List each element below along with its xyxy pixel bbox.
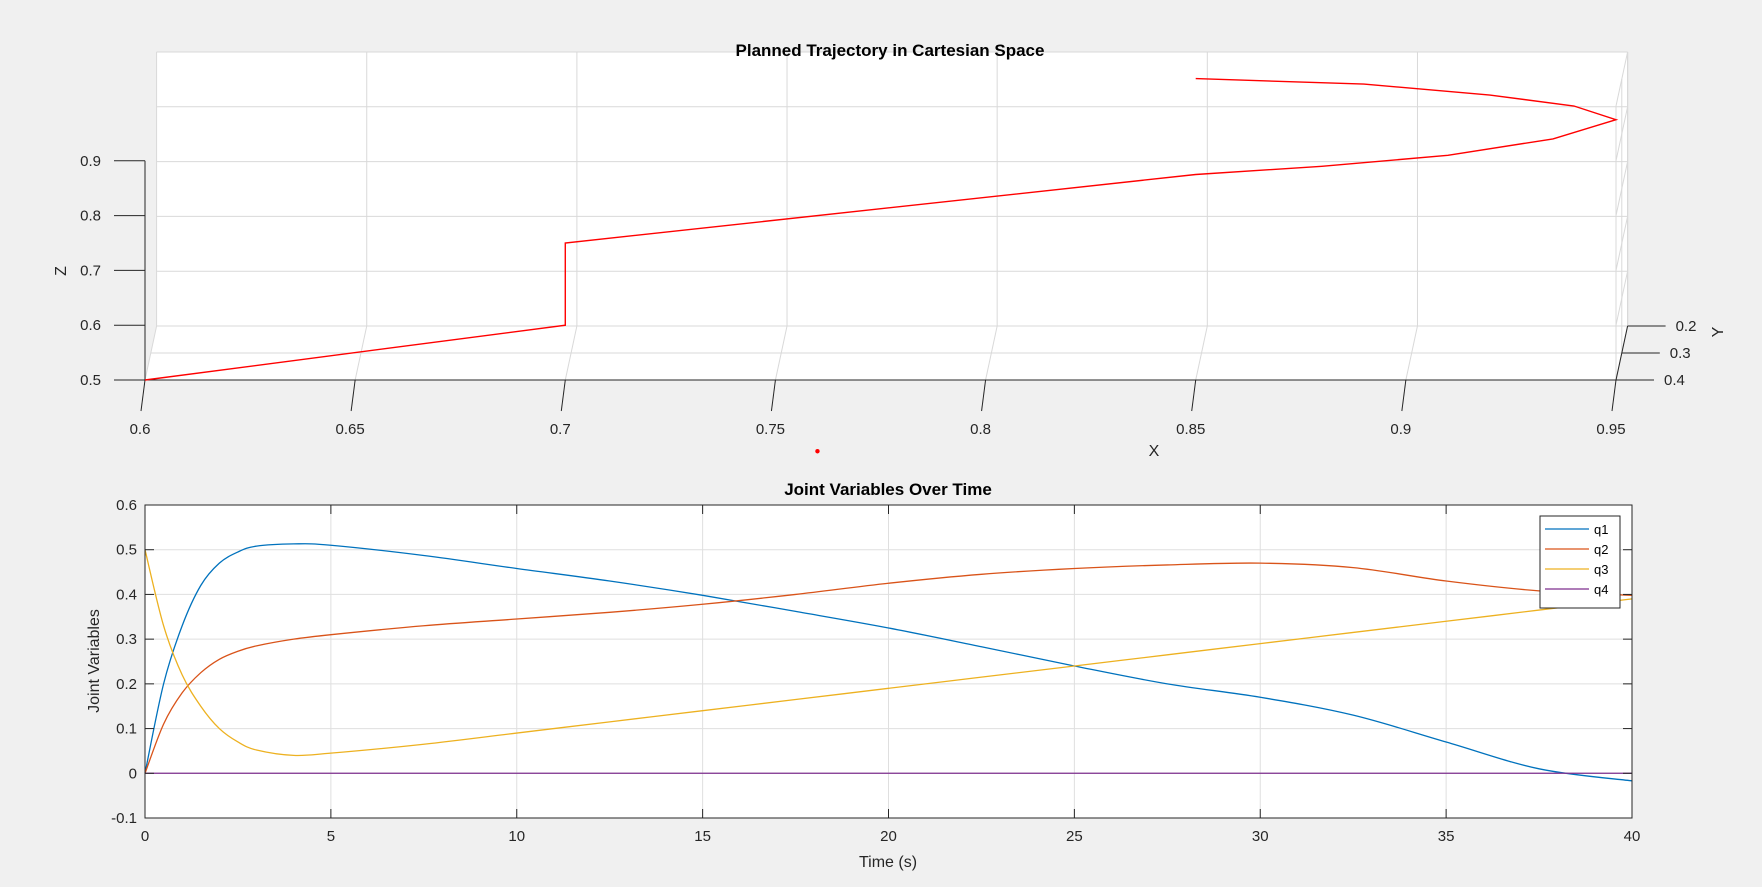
- z-tick-label: 0.7: [80, 262, 101, 279]
- trajectory-ticks: 0.6 0.65 0.7 0.75 0.8 0.85 0.9 0.95 0.5 0.6 0.7 0.8…: [80, 153, 1696, 438]
- x-tick-label: 35: [1438, 828, 1455, 845]
- y-tick-label: 0.2: [1676, 318, 1697, 335]
- x-tick-label: 0.75: [756, 421, 785, 438]
- joint-y-label: Joint Variables: [86, 609, 103, 713]
- y-tick-label: 0.2: [116, 676, 137, 693]
- x-tick-label: 0.8: [970, 421, 991, 438]
- y-tick-label: 0.5: [116, 542, 137, 559]
- trajectory-y-label: Y: [1710, 326, 1727, 337]
- x-tick-label: 5: [327, 828, 335, 845]
- trajectory-title: Planned Trajectory in Cartesian Space: [736, 41, 1045, 60]
- x-tick-label: 0.6: [130, 421, 151, 438]
- trajectory-z-label: Z: [53, 266, 70, 276]
- series-q3-line: [144, 549, 1633, 757]
- x-tick-label: 0: [141, 828, 149, 845]
- legend-label-q3: q3: [1594, 562, 1608, 577]
- y-tick-label: 0.6: [116, 497, 137, 514]
- x-tick-label: 0.85: [1176, 421, 1205, 438]
- x-tick-label: 0.95: [1596, 421, 1625, 438]
- trajectory-axes: 0.6 0.65 0.7 0.75 0.8 0.85 0.9 0.95 0.5 0.6 0.7 0.8…: [53, 41, 1727, 460]
- trajectory-grid: [144, 51, 1629, 381]
- joint-x-label: Time (s): [859, 854, 917, 871]
- legend-box: [1539, 515, 1621, 609]
- y-tick-label: 0.3: [1670, 345, 1691, 362]
- x-tick-label: 40: [1624, 828, 1641, 845]
- joint-axes: 0 5 10 15 20 25 30 35 40-0.100.10.20.30.40.50.6 …: [86, 480, 1640, 871]
- x-tick: [1191, 379, 1197, 412]
- x-tick: [350, 379, 356, 412]
- y-tick-label: 0: [129, 765, 137, 782]
- x-tick-label: 0.9: [1390, 421, 1411, 438]
- x-tick: [140, 379, 146, 412]
- back-wall: [156, 52, 1628, 326]
- legend-label-q1: q1: [1594, 522, 1608, 537]
- z-tick-label: 0.9: [80, 153, 101, 170]
- x-tick-label: 0.7: [550, 421, 571, 438]
- y-tick-label: 0.3: [116, 631, 137, 648]
- x-tick: [1611, 379, 1617, 412]
- series-q1-line: [144, 543, 1633, 782]
- x-tick-label: 15: [694, 828, 711, 845]
- trajectory-line: [144, 77, 1619, 381]
- y-tick-label: 0.4: [116, 586, 137, 603]
- joint-series: [144, 543, 1633, 782]
- series-q2-line: [144, 562, 1633, 774]
- x-tick-label: 20: [880, 828, 897, 845]
- joint-legend: q1 q2 q3 q4: [1539, 515, 1621, 609]
- x-tick-label: 25: [1066, 828, 1083, 845]
- y-tick-label: -0.1: [111, 810, 137, 827]
- joint-title: Joint Variables Over Time: [784, 480, 992, 499]
- x-tick: [981, 379, 987, 412]
- y-tick-label: 0.4: [1664, 372, 1685, 389]
- z-tick-label: 0.6: [80, 317, 101, 334]
- x-tick: [560, 379, 566, 412]
- trajectory-x-label: X: [1149, 443, 1160, 460]
- x-tick: [770, 379, 776, 412]
- legend-label-q2: q2: [1594, 542, 1608, 557]
- y-tick-label: 0.1: [116, 721, 137, 738]
- trajectory-point: [815, 449, 820, 454]
- z-tick-label: 0.8: [80, 208, 101, 225]
- x-tick: [1401, 379, 1407, 412]
- x-tick-label: 30: [1252, 828, 1269, 845]
- x-tick-label: 10: [508, 828, 525, 845]
- joint-ticks: 0 5 10 15 20 25 30 35 40-0.100.10.20.30.40.50.6: [111, 497, 1640, 845]
- x-tick-label: 0.65: [336, 421, 365, 438]
- z-tick-label: 0.5: [80, 372, 101, 389]
- legend-label-q4: q4: [1594, 582, 1608, 597]
